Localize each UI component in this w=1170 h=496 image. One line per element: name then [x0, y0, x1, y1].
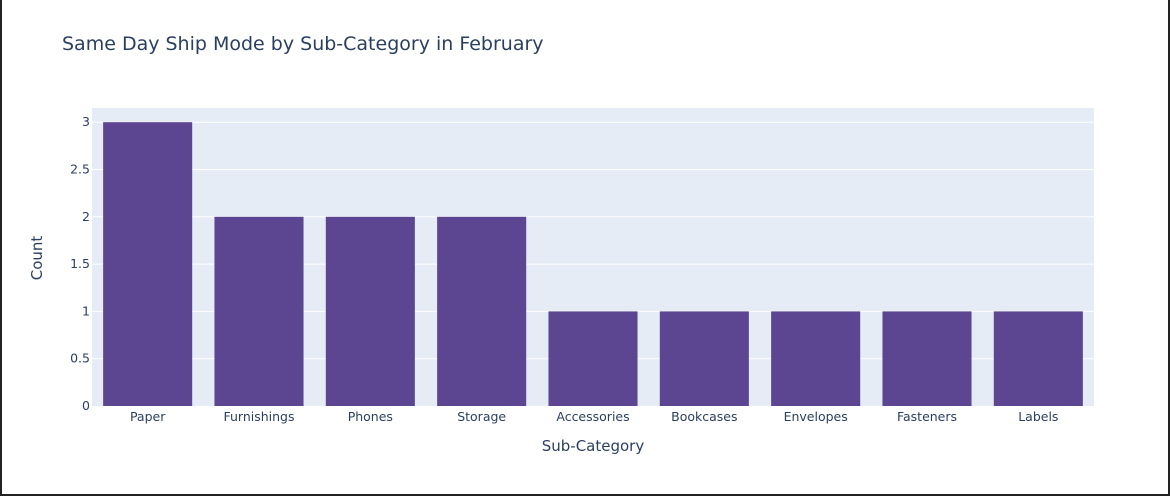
y-axis-ticks: 0 0.5 1 1.5 2 2.5 3 [70, 114, 90, 413]
bar-furnishings[interactable] [214, 216, 304, 406]
x-tick-label: Furnishings [223, 409, 294, 424]
chart-title: Same Day Ship Mode by Sub-Category in Fe… [62, 33, 544, 55]
y-tick-label: 3 [82, 114, 90, 129]
x-tick-label: Accessories [556, 409, 629, 424]
bar-envelopes[interactable] [771, 311, 861, 406]
y-tick-label: 0 [82, 398, 90, 413]
x-tick-label: Storage [457, 409, 506, 424]
y-tick-label: 1.5 [70, 256, 90, 271]
x-tick-label: Phones [348, 409, 393, 424]
x-axis-ticks: Paper Furnishings Phones Storage Accessories… [130, 409, 1058, 424]
x-tick-label: Fasteners [897, 409, 957, 424]
bars [103, 122, 1083, 406]
y-axis-title: Count [28, 236, 46, 281]
bar-fasteners[interactable] [882, 311, 972, 406]
bar-paper[interactable] [103, 122, 193, 406]
y-tick-label: 1 [82, 303, 90, 318]
bar-accessories[interactable] [548, 311, 638, 406]
bar-phones[interactable] [325, 216, 415, 406]
y-tick-label: 0.5 [70, 351, 90, 366]
x-axis-title: Sub-Category [542, 437, 645, 455]
bar-bookcases[interactable] [659, 311, 749, 406]
y-tick-label: 2 [82, 209, 90, 224]
y-tick-label: 2.5 [70, 161, 90, 176]
x-tick-label: Bookcases [671, 409, 737, 424]
x-tick-label: Labels [1018, 409, 1058, 424]
x-tick-label: Paper [130, 409, 166, 424]
bar-labels[interactable] [993, 311, 1083, 406]
bar-storage[interactable] [437, 216, 527, 406]
x-tick-label: Envelopes [784, 409, 848, 424]
